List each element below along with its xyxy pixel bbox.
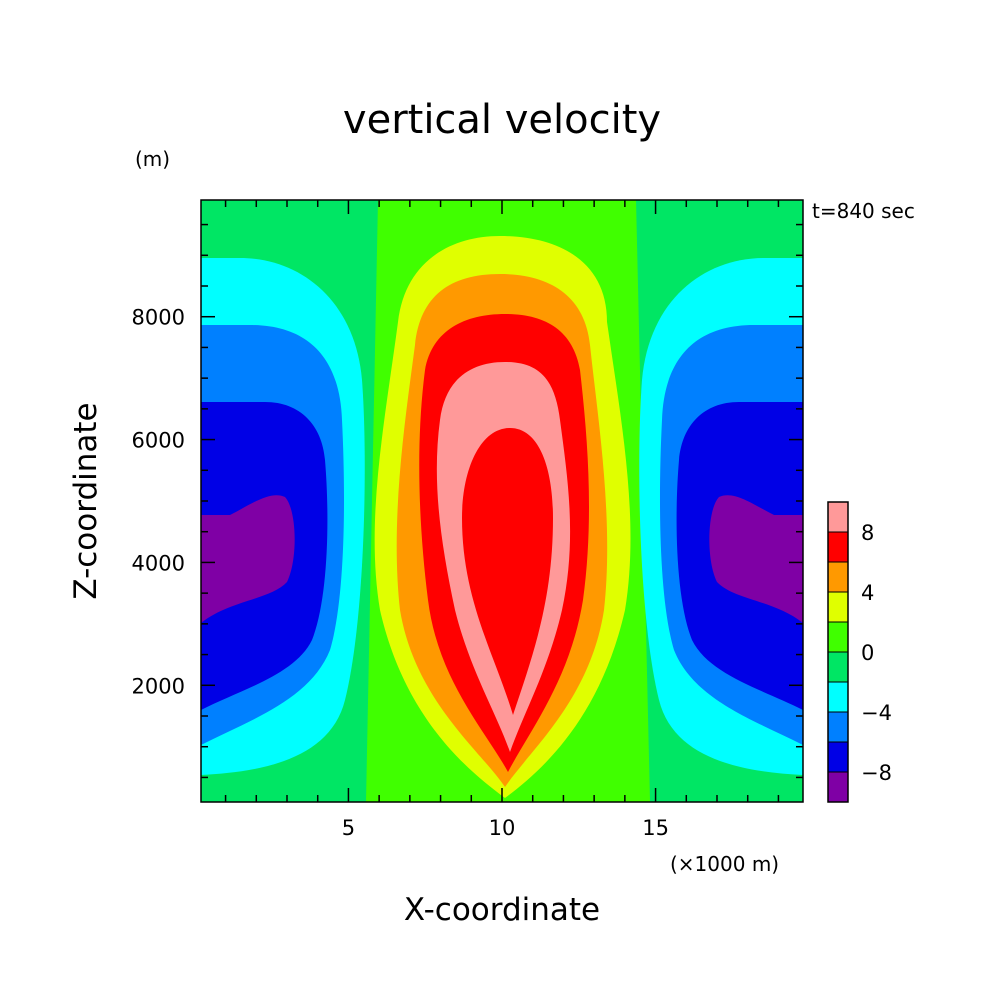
x-unit-label: (×1000 m) — [670, 852, 779, 876]
colorbar-frame — [827, 501, 849, 803]
colorbar-label: −4 — [861, 701, 892, 725]
colorbar-swatch — [827, 651, 849, 683]
colorbar-swatch — [827, 591, 849, 623]
x-tick-label: 15 — [642, 816, 669, 840]
y-tick-label: 6000 — [132, 429, 185, 453]
colorbar-swatch — [827, 741, 849, 773]
y-tick-label: 4000 — [132, 551, 185, 575]
right-downdraft — [639, 258, 803, 775]
colorbar-swatch — [827, 681, 849, 713]
colorbar-swatch — [827, 621, 849, 653]
colorbar-label: 8 — [861, 521, 874, 545]
colorbar-swatch — [827, 561, 849, 593]
colorbar-swatch — [827, 531, 849, 563]
y-axis-title: Z-coordinate — [68, 402, 104, 599]
colorbar-swatch — [827, 501, 849, 533]
time-annotation: t=840 sec — [812, 199, 915, 223]
colorbar-swatch — [827, 711, 849, 743]
axes: 5 10 15 2000 4000 6000 8000 — [132, 199, 804, 840]
x-tick-label: 10 — [489, 816, 516, 840]
colorbar-swatch — [827, 771, 849, 803]
contour-plot — [201, 200, 803, 802]
chart-title: vertical velocity — [343, 97, 661, 143]
band-8-to-10 — [436, 362, 571, 752]
y-tick-label: 2000 — [132, 674, 185, 698]
colorbar-label: 4 — [861, 581, 874, 605]
y-unit-label: (m) — [135, 147, 170, 171]
x-tick-label: 5 — [342, 816, 355, 840]
band-minus10-to-minus8-left — [201, 495, 295, 623]
y-tick-label: 8000 — [132, 306, 185, 330]
colorbar-label: 0 — [861, 641, 874, 665]
colorbar-label: −8 — [861, 761, 892, 785]
x-axis-title: X-coordinate — [404, 892, 600, 928]
colorbar: −8 −4 0 4 8 — [827, 501, 892, 803]
